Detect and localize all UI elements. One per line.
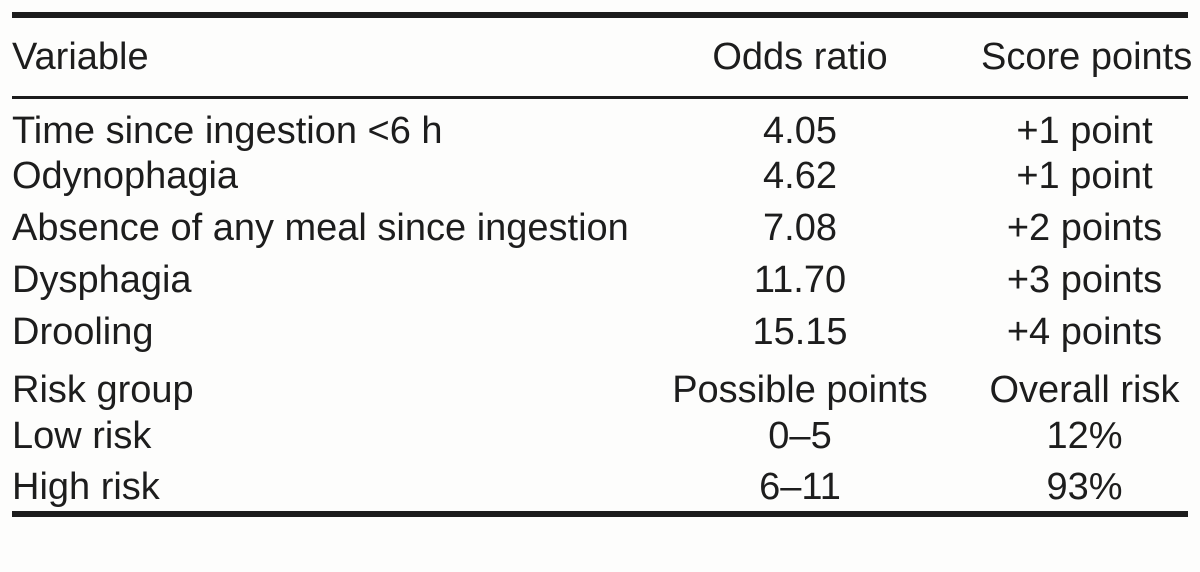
possible-points-cell: 6–11 bbox=[759, 465, 841, 508]
odds-ratio-cell: 7.08 bbox=[763, 207, 837, 249]
table-row: Odynophagia 4.62 +1 point bbox=[12, 150, 1188, 202]
table-row: Time since ingestion <6 h 4.05 +1 point bbox=[12, 98, 1188, 151]
column-header-score-points: Score points bbox=[981, 15, 1192, 99]
score-cell: +2 points bbox=[1006, 207, 1163, 249]
odds-ratio-cell: 11.70 bbox=[753, 259, 847, 301]
table-row: Absence of any meal since ingestion 7.08… bbox=[12, 202, 1188, 254]
score-cell: +3 points bbox=[1006, 259, 1163, 301]
risk-group-header: Risk group bbox=[12, 369, 194, 411]
score-cell: +1 point bbox=[1016, 155, 1153, 197]
paper-table-figure: Variable Odds ratio Score points Time si… bbox=[0, 12, 1200, 517]
risk-score-table: Variable Odds ratio Score points Time si… bbox=[12, 12, 1192, 517]
overall-risk-cell: 12% bbox=[1046, 415, 1123, 457]
variable-cell: Dysphagia bbox=[12, 259, 192, 301]
overall-risk-header: Overall risk bbox=[989, 369, 1180, 411]
possible-points-cell: 0–5 bbox=[768, 415, 832, 457]
odds-ratio-cell: 15.15 bbox=[752, 311, 848, 353]
table-row: Drooling 15.15 +4 points bbox=[12, 306, 1188, 358]
variable-cell: Odynophagia bbox=[12, 155, 239, 197]
variable-cell: Time since ingestion <6 h bbox=[12, 110, 443, 152]
odds-ratio-cell: 4.05 bbox=[763, 110, 837, 152]
table-row: High risk 6–11 93% bbox=[12, 462, 1188, 514]
table-row: Dysphagia 11.70 +3 points bbox=[12, 254, 1188, 306]
overall-risk-cell: 93% bbox=[1046, 465, 1123, 508]
score-cell: +1 point bbox=[1016, 110, 1153, 152]
risk-group-section: Risk group Possible points Overall risk … bbox=[12, 358, 1188, 514]
table-header: Variable Odds ratio Score points bbox=[12, 15, 1192, 99]
variable-cell: Absence of any meal since ingestion bbox=[12, 207, 629, 249]
odds-ratio-cell: 4.62 bbox=[763, 155, 837, 197]
variables-section: Time since ingestion <6 h 4.05 +1 point … bbox=[12, 98, 1188, 359]
score-cell: +4 points bbox=[1006, 311, 1163, 353]
variable-cell: Drooling bbox=[12, 311, 154, 353]
risk-group-cell: Low risk bbox=[12, 415, 152, 457]
table-row: Low risk 0–5 12% bbox=[12, 410, 1188, 462]
column-header-odds-ratio: Odds ratio bbox=[619, 15, 981, 99]
risk-section-header-row: Risk group Possible points Overall risk bbox=[12, 358, 1188, 410]
risk-group-cell: High risk bbox=[12, 465, 160, 508]
possible-points-header: Possible points bbox=[672, 369, 928, 411]
header-row: Variable Odds ratio Score points bbox=[12, 15, 1192, 99]
column-header-variable: Variable bbox=[12, 15, 619, 99]
